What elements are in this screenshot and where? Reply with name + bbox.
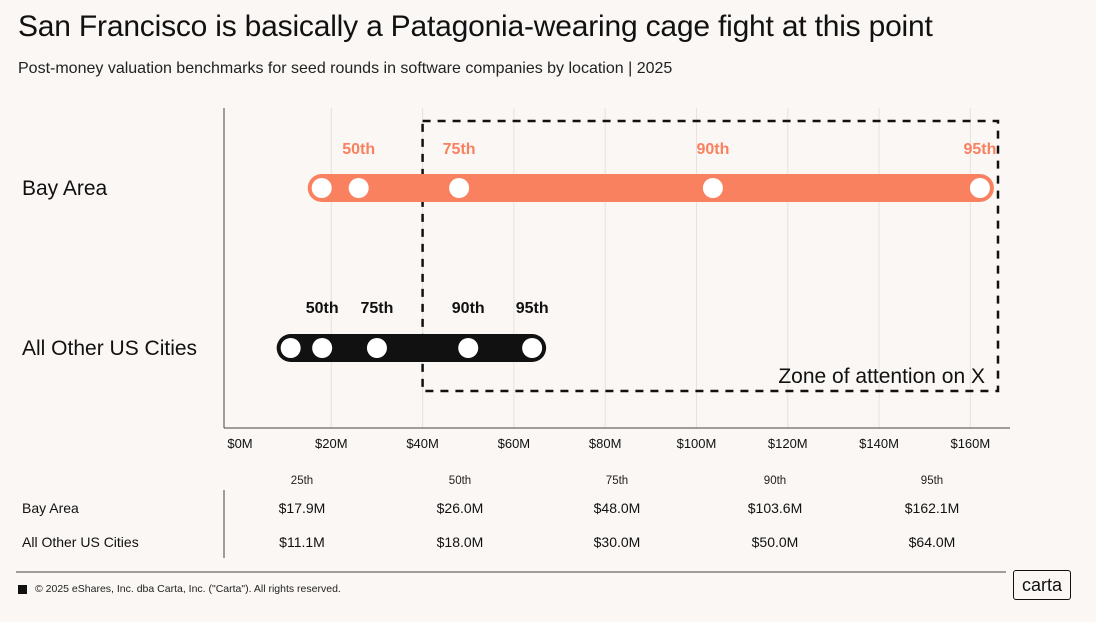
- percentile-dot: [280, 338, 301, 358]
- x-tick-label: $60M: [498, 436, 531, 451]
- table-row-label: Bay Area: [22, 500, 79, 516]
- valuation-table: 25th 50th 75th 90th 95th Bay Area $17.9M $26.0M…: [22, 475, 959, 550]
- percentile-dot: [449, 178, 470, 198]
- range-bar: [276, 334, 547, 362]
- table-cell: $18.0M: [437, 534, 484, 550]
- percentile-dot: [311, 178, 332, 198]
- x-tick-label: $80M: [589, 436, 622, 451]
- percentile-label: 90th: [452, 300, 485, 317]
- table-header: 25th: [291, 475, 313, 487]
- table-cell: $103.6M: [748, 500, 802, 516]
- percentile-label: 50th: [342, 141, 375, 158]
- table-cell: $50.0M: [752, 534, 799, 550]
- table-cell: $11.1M: [279, 534, 325, 550]
- x-tick-label: $100M: [677, 436, 717, 451]
- series-group: 50th 75th 90th 95th 50th 75th 90th 95th: [276, 141, 996, 362]
- x-tick-label: $0M: [227, 436, 252, 451]
- percentile-dot: [969, 178, 990, 198]
- x-axis-ticks: $0M $20M $40M $60M $80M $100M $120M $140M $160M: [227, 436, 990, 451]
- footer: © 2025 eShares, Inc. dba Carta, Inc. ("C…: [18, 583, 341, 595]
- table-cell: $162.1M: [905, 500, 959, 516]
- percentile-label: 95th: [516, 300, 549, 317]
- chart-subtitle: Post-money valuation benchmarks for seed…: [18, 60, 673, 77]
- x-tick-label: $20M: [315, 436, 348, 451]
- percentile-label: 50th: [306, 300, 339, 317]
- percentile-dot: [458, 338, 479, 358]
- percentile-label: 75th: [443, 141, 476, 158]
- zone-label: Zone of attention on X: [778, 365, 985, 388]
- table-row-label: All Other US Cities: [22, 534, 139, 550]
- percentile-label: 90th: [696, 141, 729, 158]
- range-bar: [307, 174, 994, 202]
- table-cell: $64.0M: [909, 534, 956, 550]
- grid-lines: [330, 108, 971, 428]
- table-header: 95th: [921, 475, 943, 487]
- attention-zone: [421, 119, 1000, 393]
- percentile-label: 95th: [963, 141, 996, 158]
- table-header: 75th: [606, 475, 628, 487]
- table-cell: $30.0M: [594, 534, 641, 550]
- table-header: 50th: [449, 475, 471, 487]
- x-tick-label: $40M: [406, 436, 439, 451]
- copyright-text: © 2025 eShares, Inc. dba Carta, Inc. ("C…: [35, 583, 341, 595]
- row-label-bay-area: Bay Area: [22, 177, 108, 200]
- percentile-dot: [312, 338, 333, 358]
- table-cell: $26.0M: [437, 500, 484, 516]
- row-label-other-cities: All Other US Cities: [22, 337, 197, 360]
- percentile-dot: [702, 178, 723, 198]
- table-header: 90th: [764, 475, 786, 487]
- x-tick-label: $120M: [768, 436, 808, 451]
- table-cell: $48.0M: [594, 500, 641, 516]
- percentile-dot: [348, 178, 369, 198]
- square-icon: [18, 584, 27, 594]
- chart-title: San Francisco is basically a Patagonia-w…: [18, 10, 933, 43]
- carta-logo: carta: [1013, 570, 1071, 600]
- percentile-label: 75th: [360, 300, 393, 317]
- x-tick-label: $160M: [950, 436, 990, 451]
- zone-box: [421, 119, 1000, 393]
- percentile-dot: [522, 338, 543, 358]
- x-tick-label: $140M: [859, 436, 899, 451]
- percentile-dot: [366, 338, 387, 358]
- table-cell: $17.9M: [279, 500, 326, 516]
